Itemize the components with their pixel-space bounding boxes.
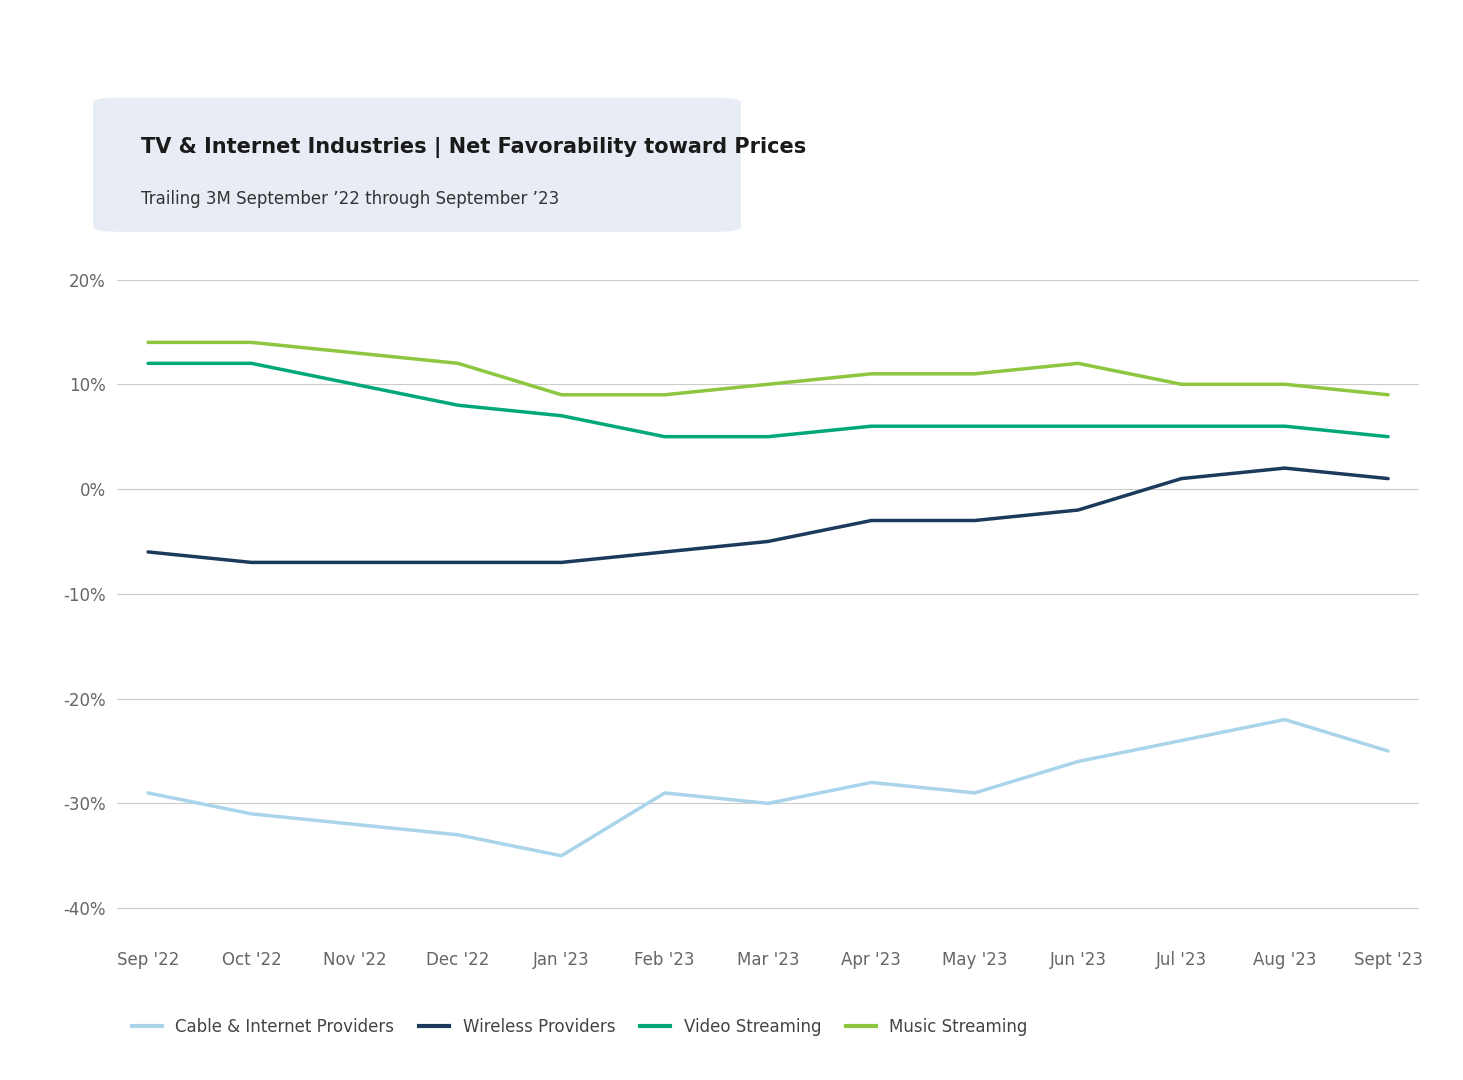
- Legend: Cable & Internet Providers, Wireless Providers, Video Streaming, Music Streaming: Cable & Internet Providers, Wireless Pro…: [126, 1011, 1034, 1042]
- Text: TV & Internet Industries | Net Favorability toward Prices: TV & Internet Industries | Net Favorabil…: [140, 137, 806, 159]
- Text: Trailing 3M September ’22 through September ’23: Trailing 3M September ’22 through Septem…: [140, 190, 559, 207]
- FancyBboxPatch shape: [94, 97, 740, 232]
